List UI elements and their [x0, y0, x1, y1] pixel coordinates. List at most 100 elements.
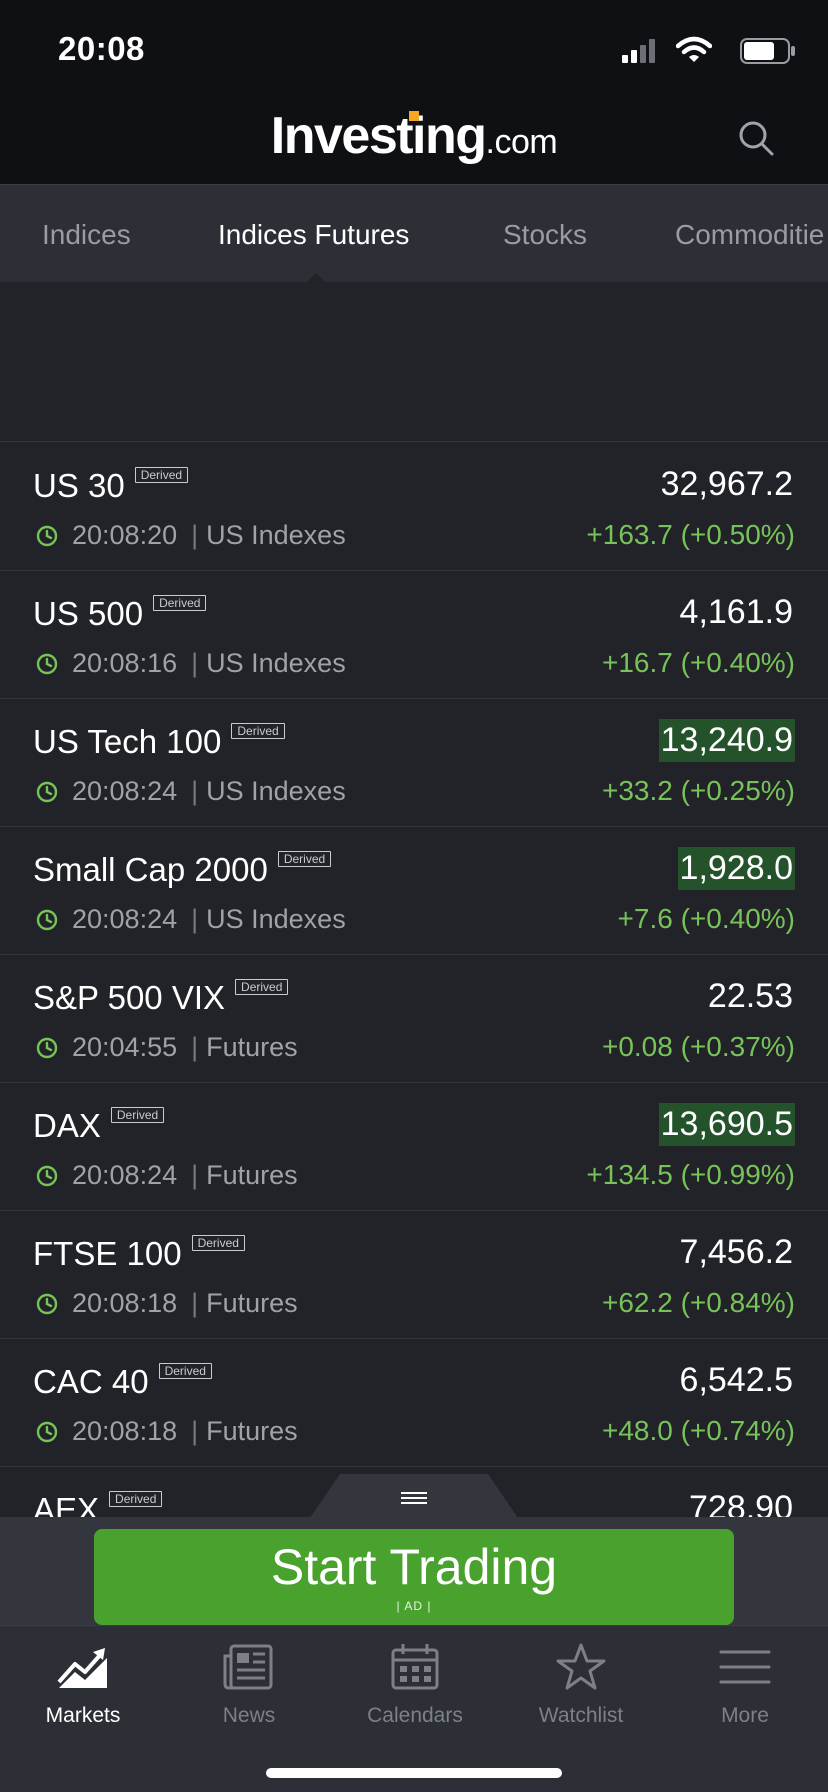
star-icon — [556, 1643, 606, 1690]
instrument-list: US 30 Derived 20:08:20 | US Indexes 32,967.2 +… — [0, 443, 828, 1595]
logo-suffix-text: .com — [485, 123, 558, 161]
instrument-row[interactable]: US Tech 100 Derived 20:08:24 | US Indexes 13,… — [0, 699, 828, 827]
instrument-price: 13,240.9 — [658, 719, 795, 762]
instrument-name: Small Cap 2000 — [33, 851, 268, 888]
meta-separator: | — [191, 1416, 199, 1446]
instrument-row[interactable]: US 30 Derived 20:08:20 | US Indexes 32,967.2 +… — [0, 443, 828, 571]
derived-badge: Derived — [235, 979, 289, 995]
meta-separator: | — [191, 1288, 199, 1318]
instrument-name: US 500 — [33, 595, 144, 632]
meta-separator: | — [191, 904, 199, 934]
clock-icon — [36, 653, 58, 674]
bottom-nav: Markets News — [0, 1625, 828, 1792]
instrument-row[interactable]: DAX Derived 20:08:24 | Futures 13,690.5 +134.5… — [0, 1083, 828, 1211]
calendar-icon — [391, 1644, 439, 1690]
instrument-name: US Tech 100 — [33, 723, 222, 760]
ad-label: | AD | — [396, 1599, 432, 1613]
clock-icon — [36, 1037, 58, 1058]
derived-badge: Derived — [277, 851, 332, 867]
instrument-meta: 20:04:55 | Futures — [36, 1032, 298, 1063]
instrument-row[interactable]: US 500 Derived 20:08:16 | US Indexes 4,161.9 +… — [0, 571, 828, 699]
instrument-name-cell: US 30 Derived — [33, 467, 189, 505]
clock-icon — [36, 1421, 58, 1442]
tab-indices[interactable]: Indices — [42, 219, 131, 250]
instrument-row[interactable]: Small Cap 2000 Derived 20:08:24 | US Indexes… — [0, 827, 828, 955]
instrument-change: +7.6 (+0.40%) — [617, 903, 795, 934]
hamburger-menu-icon — [719, 1650, 771, 1684]
instrument-row[interactable]: S&P 500 VIX Derived 20:04:55 | Futures 22.53 +… — [0, 955, 828, 1083]
search-icon[interactable] — [738, 120, 774, 156]
nav-calendars[interactable]: Calendars — [332, 1642, 498, 1728]
meta-separator: | — [191, 648, 199, 678]
nav-news[interactable]: News — [166, 1642, 332, 1728]
instrument-category: Futures — [206, 1288, 298, 1318]
instrument-time: 20:08:24 — [72, 904, 178, 934]
instrument-price: 6,542.5 — [679, 1361, 793, 1399]
instrument-name-cell: CAC 40 Derived — [33, 1363, 212, 1401]
status-time: 20:08 — [58, 30, 145, 67]
investing-logo[interactable]: Investing .com — [0, 108, 828, 170]
wifi-icon — [676, 36, 712, 62]
meta-separator: | — [191, 1160, 199, 1190]
status-bar: 20:08 — [0, 0, 828, 90]
tab-stocks[interactable]: Stocks — [503, 219, 588, 250]
instrument-category: US Indexes — [206, 648, 346, 678]
tab-indices-futures[interactable]: Indices Futures — [218, 219, 410, 250]
instrument-price: 32,967.2 — [660, 465, 793, 503]
start-trading-button[interactable]: Start Trading | AD | — [94, 1529, 734, 1625]
clock-icon — [36, 1293, 58, 1314]
nav-watchlist[interactable]: Watchlist — [498, 1642, 664, 1728]
ad-placeholder — [0, 282, 828, 442]
instrument-change: +48.0 (+0.74%) — [601, 1415, 795, 1446]
instrument-row[interactable]: FTSE 100 Derived 20:08:18 | Futures 7,456.2 +6… — [0, 1211, 828, 1339]
clock-icon — [36, 909, 58, 930]
instrument-name: US 30 — [33, 467, 125, 504]
instrument-price: 4,161.9 — [679, 593, 793, 631]
derived-badge: Derived — [110, 1107, 165, 1123]
instrument-category: US Indexes — [206, 904, 346, 934]
instrument-meta: 20:08:16 | US Indexes — [36, 648, 346, 679]
derived-badge: Derived — [134, 467, 189, 483]
active-tab-indicator — [306, 273, 326, 282]
derived-badge: Derived — [109, 1491, 163, 1507]
instrument-name-cell: US Tech 100 Derived — [33, 723, 285, 761]
home-indicator — [266, 1768, 562, 1778]
clock-icon — [36, 781, 58, 802]
instrument-row[interactable]: CAC 40 Derived 20:08:18 | Futures 6,542.5 +48.… — [0, 1339, 828, 1467]
meta-separator: | — [191, 1032, 199, 1062]
instrument-category: US Indexes — [206, 520, 346, 550]
instrument-name-cell: DAX Derived — [33, 1107, 165, 1145]
status-icons — [596, 36, 796, 66]
instrument-meta: 20:08:24 | US Indexes — [36, 904, 346, 935]
clock-icon — [36, 1165, 58, 1186]
nav-markets[interactable]: Markets — [0, 1642, 166, 1728]
market-tabs: Indices Indices Futures Stocks Commoditi… — [0, 184, 828, 282]
logo-accent-dot — [408, 111, 419, 121]
instrument-category: Futures — [206, 1160, 298, 1190]
instrument-name: S&P 500 VIX — [33, 979, 226, 1016]
instrument-name-cell: S&P 500 VIX Derived — [33, 979, 289, 1017]
instrument-name: CAC 40 — [33, 1363, 149, 1400]
instrument-change: +163.7 (+0.50%) — [586, 519, 795, 550]
instrument-time: 20:08:24 — [72, 1160, 178, 1190]
instrument-change: +33.2 (+0.25%) — [601, 775, 795, 806]
nav-more[interactable]: More — [662, 1642, 828, 1728]
instrument-time: 20:08:16 — [72, 648, 178, 678]
instrument-change: +134.5 (+0.99%) — [586, 1159, 795, 1190]
instrument-price: 22.53 — [707, 977, 793, 1015]
instrument-change: +62.2 (+0.84%) — [601, 1287, 795, 1318]
instrument-time: 20:08:18 — [72, 1288, 178, 1318]
drag-handle-icon — [401, 1492, 427, 1504]
instrument-name: FTSE 100 — [33, 1235, 182, 1272]
tab-commodities[interactable]: Commoditie — [675, 219, 825, 250]
drawer-handle[interactable] — [310, 1474, 518, 1518]
derived-badge: Derived — [158, 1363, 212, 1379]
trade-banner: Start Trading | AD | — [0, 1517, 828, 1625]
instrument-category: Futures — [206, 1416, 298, 1446]
instrument-name-cell: FTSE 100 Derived — [33, 1235, 245, 1273]
app-header: Investing .com — [0, 90, 828, 184]
instrument-time: 20:08:20 — [72, 520, 178, 550]
instrument-meta: 20:08:24 | Futures — [36, 1160, 298, 1191]
nav-label-more: More — [721, 1704, 769, 1727]
instrument-time: 20:04:55 — [72, 1032, 178, 1062]
